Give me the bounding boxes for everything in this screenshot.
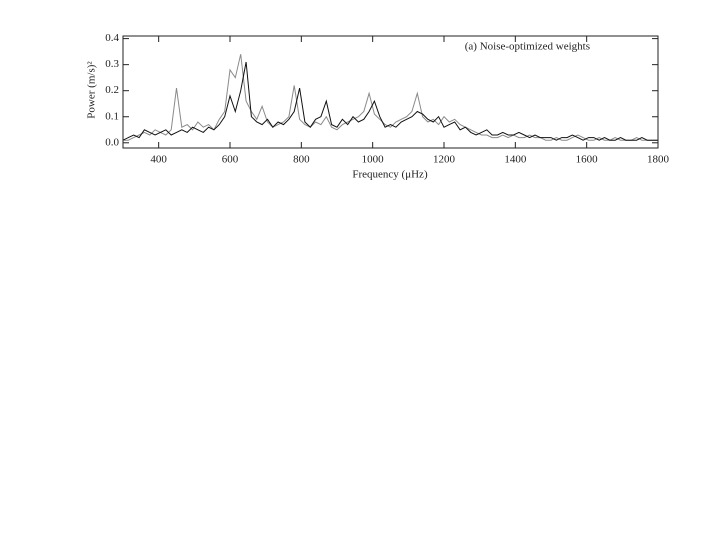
x-tick-label: 1600 <box>576 154 599 166</box>
x-tick-label: 1400 <box>504 154 527 166</box>
x-axis-label: Frequency (μHz) <box>352 169 428 181</box>
x-tick-label: 1800 <box>647 154 670 166</box>
y-tick-label: 0.0 <box>105 136 119 148</box>
x-tick-label: 600 <box>222 154 239 166</box>
y-tick-label: 0.4 <box>105 32 119 44</box>
spectrum-line <box>122 61 658 141</box>
y-tick-label: 0.2 <box>105 84 119 96</box>
annotation: (a) Noise-optimized weights <box>465 41 590 53</box>
x-tick-label: 800 <box>293 154 310 166</box>
plot-frame <box>122 35 659 149</box>
x-tick-label: 1000 <box>362 154 385 166</box>
y-tick-label: 0.3 <box>105 58 119 70</box>
y-tick-label: 0.1 <box>105 110 119 122</box>
y-axis-label: Power (m/s)² <box>86 61 98 119</box>
x-tick-label: 400 <box>150 154 167 166</box>
x-tick-label: 1200 <box>433 154 456 166</box>
spectrum-line <box>123 54 658 141</box>
